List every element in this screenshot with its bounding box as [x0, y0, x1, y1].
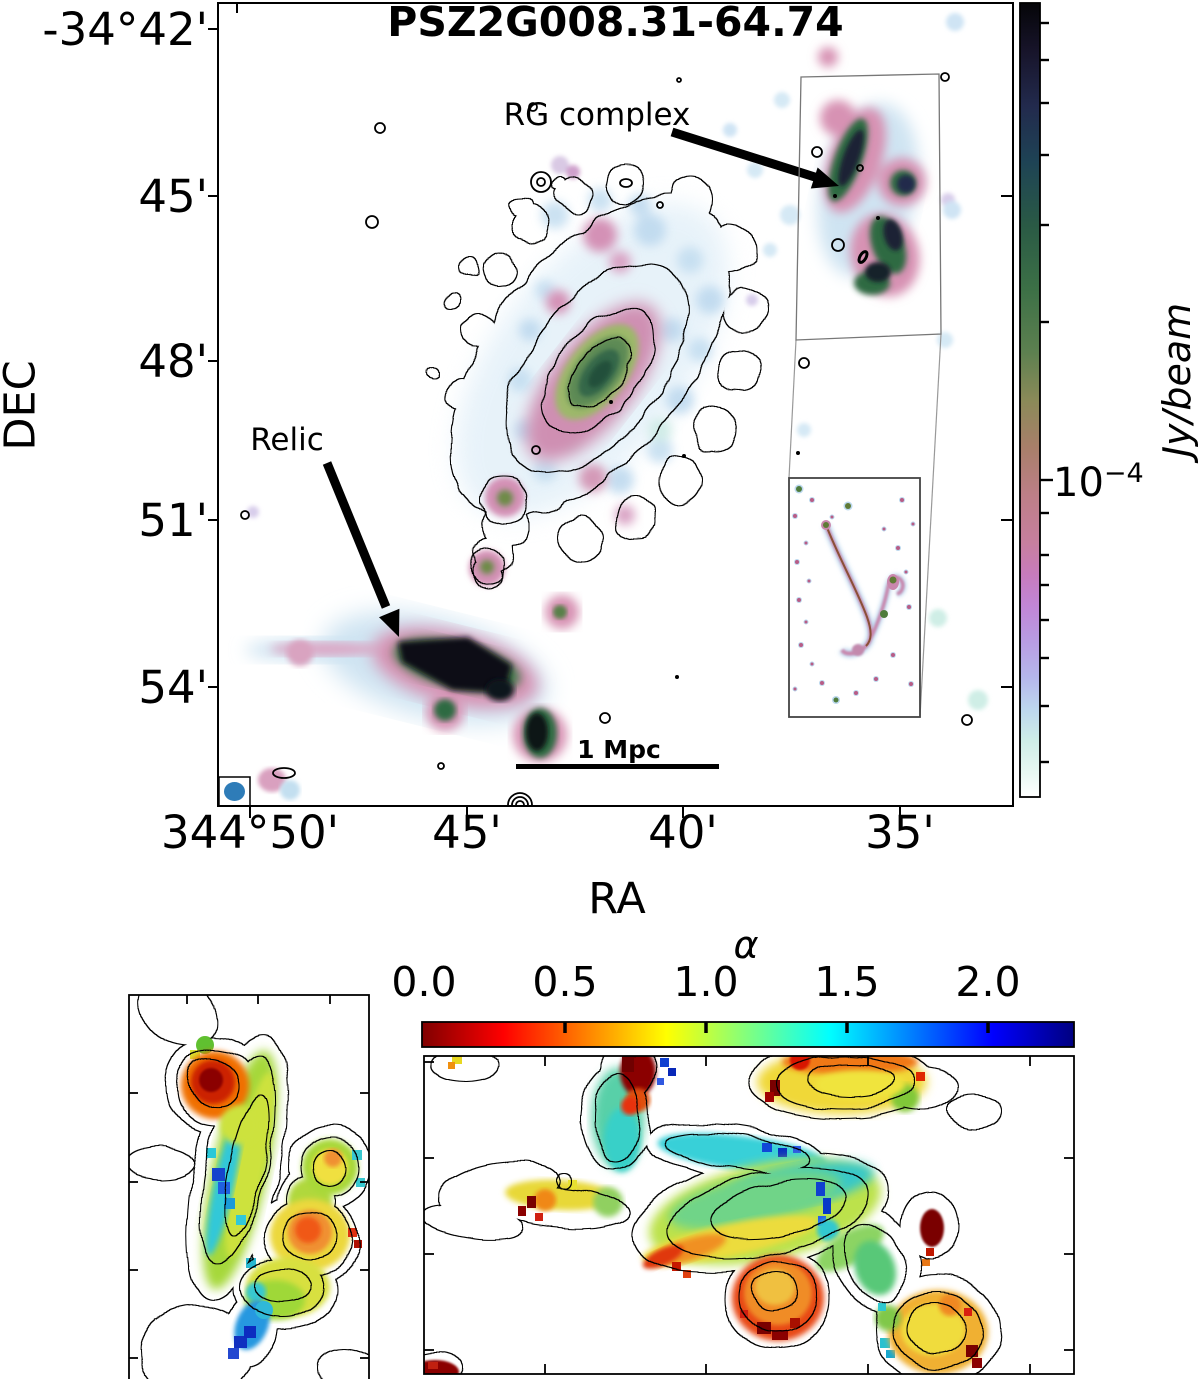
spix-map-relic: [424, 1056, 1001, 1374]
xtick-34450: 344°50': [160, 806, 340, 859]
radio-map: [218, 13, 988, 806]
scale-bar: [516, 764, 719, 769]
xlabel-ra: RA: [588, 874, 646, 924]
main-axes-frame: [208, 2, 1014, 818]
annotation-rg-complex: RG complex: [503, 97, 691, 133]
ytick-48: 48': [138, 335, 208, 388]
xtick-45: 45': [432, 806, 502, 859]
ytick-42: -34°42': [42, 3, 208, 56]
inset-source-box: [795, 73, 942, 341]
alpha-title: α: [733, 923, 759, 967]
inset-connectors: [788, 333, 942, 718]
scalebar-label: 1 Mpc: [577, 735, 661, 764]
alpha-colorbar: [421, 1021, 1075, 1048]
plot-title: PSZ2G008.31-64.74: [387, 0, 844, 46]
beam-ellipse: [224, 782, 245, 801]
inset-zoom-content: [792, 484, 916, 704]
alpha-tick-2: 1.0: [673, 958, 739, 1006]
spix-rg-frame: [128, 994, 370, 1379]
xtick-35: 35': [865, 806, 935, 859]
colorbar: [1019, 2, 1053, 798]
alpha-tick-1: 0.5: [532, 958, 598, 1006]
spix-rg-contour-inner: [188, 1059, 346, 1303]
colorbar-tick-label: 10−4: [1053, 458, 1144, 506]
alpha-tick-4: 2.0: [955, 958, 1021, 1006]
inset-dots: [792, 484, 916, 704]
spix-relic-contour-inner: [555, 1064, 964, 1352]
annotation-arrows: [322, 127, 839, 637]
ytick-54: 54': [138, 661, 208, 714]
alpha-tick-0: 0.0: [391, 958, 457, 1006]
halo-contour-core: [569, 338, 631, 408]
ytick-45: 45': [138, 170, 208, 223]
spix-relic-frame: [423, 1055, 1075, 1375]
colorbar-label: Jy/beam: [1155, 302, 1199, 458]
ylabel-dec: DEC: [0, 360, 46, 451]
rg-complex-emission: [817, 47, 926, 297]
ytick-51: 51': [138, 494, 208, 547]
annotation-relic: Relic: [250, 422, 324, 458]
relic-emission: [245, 595, 579, 800]
xtick-40: 40': [648, 806, 718, 859]
spix-map-rg: [129, 995, 369, 1379]
alpha-tick-3: 1.5: [814, 958, 880, 1006]
point-dots: [609, 194, 880, 679]
